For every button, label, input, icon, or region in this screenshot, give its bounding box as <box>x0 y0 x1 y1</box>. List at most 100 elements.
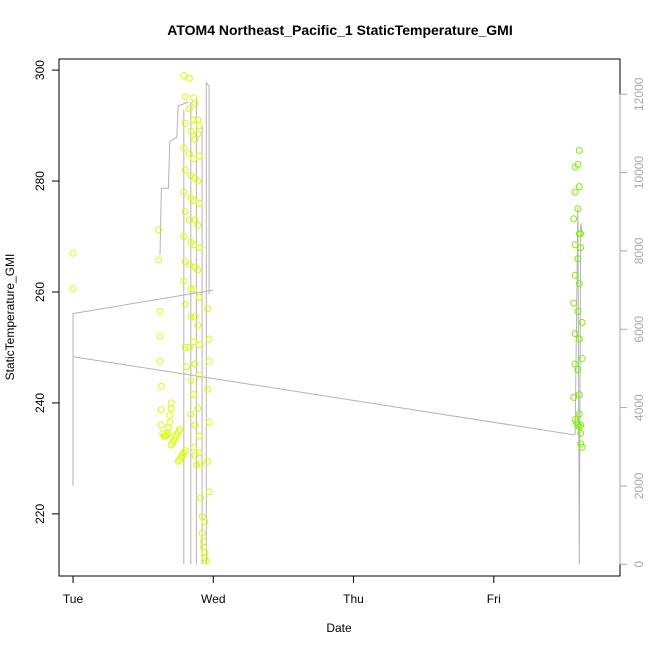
y-tick-label: 220 <box>33 504 47 524</box>
data-point-3 <box>155 256 163 264</box>
data-point-35 <box>181 119 189 127</box>
data-point-45 <box>183 363 191 371</box>
data-point-79 <box>194 116 202 124</box>
data-point-110 <box>204 457 212 465</box>
x-tick-label: Wed <box>201 592 225 606</box>
data-point-0 <box>69 249 77 257</box>
data-point-38 <box>180 188 188 196</box>
data-point-70 <box>190 285 198 293</box>
data-point-73 <box>191 360 199 368</box>
data-point-140 <box>578 443 586 451</box>
data-point-123 <box>574 421 582 429</box>
data-point-57 <box>185 344 193 351</box>
data-point-8 <box>157 406 165 414</box>
data-point-46 <box>185 74 193 82</box>
data-point-17 <box>166 411 174 419</box>
data-point-139 <box>577 440 585 448</box>
data-point-72 <box>190 338 198 346</box>
data-point-42 <box>180 277 188 285</box>
y2-tick-label: 6000 <box>632 316 646 343</box>
data-point-60 <box>190 94 198 102</box>
data-point-132 <box>574 307 582 315</box>
data-point-107 <box>205 357 213 365</box>
data-point-82 <box>195 152 203 160</box>
data-point-59 <box>187 410 195 418</box>
data-point-105 <box>204 305 212 313</box>
data-point-74 <box>190 391 198 399</box>
data-point-128 <box>574 205 582 213</box>
data-point-109 <box>205 418 213 426</box>
data-point-43 <box>181 300 189 308</box>
x-tick-label: Fri <box>487 592 501 606</box>
y-axis-right: 0 2000 4000 6000 8000 10000 12000 <box>619 77 646 568</box>
data-point-134 <box>574 366 582 374</box>
data-point-78 <box>192 461 200 469</box>
y-tick-label: 280 <box>33 171 47 191</box>
data-point-137 <box>577 421 585 429</box>
y2-tick-label: 12000 <box>632 77 646 111</box>
data-point-14 <box>164 429 172 437</box>
data-point-56 <box>187 313 195 321</box>
data-point-55 <box>187 285 195 293</box>
data-point-108 <box>204 385 212 393</box>
data-point-94 <box>195 449 203 457</box>
data-point-26 <box>176 426 184 434</box>
data-point-48 <box>187 127 195 135</box>
data-point-89 <box>194 321 202 329</box>
data-point-86 <box>195 244 203 252</box>
data-point-117 <box>570 299 578 307</box>
data-point-104 <box>201 518 209 526</box>
data-point-9 <box>157 421 165 429</box>
line-segment-7 <box>205 80 210 565</box>
line-segment-1 <box>72 356 576 436</box>
y-axis-label: StaticTemperature_GMI <box>3 254 17 381</box>
data-point-19 <box>167 399 175 407</box>
y-tick-label: 260 <box>33 282 47 302</box>
data-point-114 <box>570 215 578 223</box>
data-point-36 <box>180 144 188 152</box>
data-point-130 <box>574 255 582 263</box>
data-point-64 <box>190 155 198 163</box>
data-point-62 <box>190 116 198 124</box>
data-point-66 <box>190 197 198 204</box>
data-point-144 <box>577 230 585 238</box>
y-tick-label: 240 <box>33 393 47 413</box>
data-point-61 <box>191 99 199 107</box>
data-point-4 <box>156 307 164 315</box>
data-point-115 <box>571 241 579 249</box>
x-tick-label: Thu <box>343 592 364 606</box>
data-point-103 <box>202 557 210 565</box>
data-point-113 <box>571 188 579 196</box>
data-point-95 <box>197 460 205 468</box>
data-point-125 <box>575 147 583 154</box>
data-point-68 <box>190 241 198 249</box>
data-point-1 <box>69 285 77 293</box>
data-point-124 <box>575 423 583 431</box>
data-point-33 <box>180 72 188 80</box>
data-point-119 <box>571 360 579 368</box>
data-point-67 <box>191 216 199 224</box>
x-axis-label: Date <box>326 621 352 635</box>
data-point-75 <box>191 421 199 429</box>
data-point-126 <box>574 160 582 168</box>
data-point-87 <box>194 266 202 274</box>
y2-tick-label: 4000 <box>632 394 646 421</box>
data-point-91 <box>195 371 203 379</box>
data-point-93 <box>195 432 203 440</box>
data-point-98 <box>198 529 206 537</box>
data-point-143 <box>577 244 585 252</box>
data-point-54 <box>185 260 193 268</box>
data-point-136 <box>575 410 583 418</box>
data-point-127 <box>575 183 583 191</box>
y2-tick-label: 2000 <box>632 472 646 499</box>
data-point-85 <box>194 221 202 229</box>
point-layer <box>69 72 586 565</box>
data-point-142 <box>578 355 586 362</box>
data-point-131 <box>575 280 583 288</box>
y2-tick-label: 10000 <box>632 156 646 190</box>
data-point-71 <box>191 313 199 321</box>
data-point-106 <box>205 335 213 343</box>
data-point-34 <box>181 93 189 101</box>
data-point-2 <box>155 226 163 234</box>
y-tick-label: 300 <box>33 60 47 80</box>
